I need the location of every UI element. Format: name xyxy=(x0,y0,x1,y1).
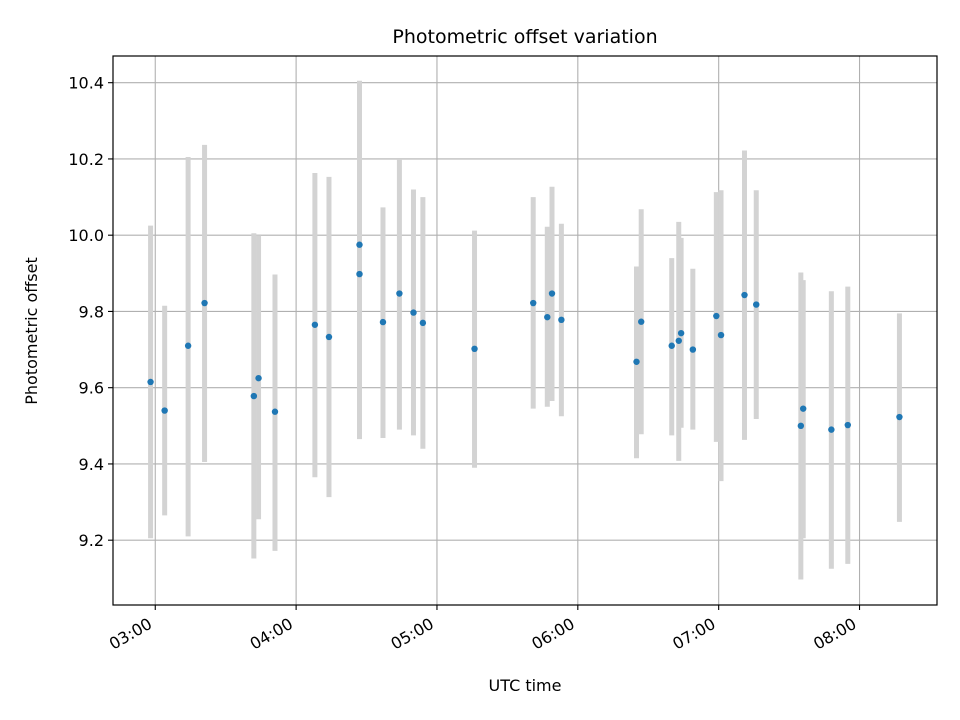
data-point xyxy=(675,337,682,344)
data-point xyxy=(797,422,805,430)
data-point xyxy=(250,392,258,400)
y-tick-label: 9.6 xyxy=(79,379,104,398)
y-tick-label: 9.2 xyxy=(79,531,104,550)
data-point xyxy=(161,407,168,414)
data-point xyxy=(379,318,387,326)
data-point xyxy=(633,358,640,365)
data-point xyxy=(396,290,403,297)
data-point xyxy=(410,309,417,316)
y-tick-label: 9.8 xyxy=(79,302,104,321)
data-point xyxy=(717,331,725,339)
data-point xyxy=(741,291,748,299)
data-point xyxy=(828,426,835,433)
data-point xyxy=(753,301,760,308)
data-point xyxy=(548,290,556,297)
data-point xyxy=(530,299,537,307)
y-axis-ticks: 9.2 9.4 9.6 9.8 10.0 10.2 10.4 xyxy=(68,74,113,550)
data-point xyxy=(896,413,903,421)
data-point xyxy=(201,299,208,307)
data-point xyxy=(844,421,851,429)
data-point xyxy=(638,318,645,325)
plot-area-frame xyxy=(112,55,938,606)
data-point xyxy=(311,321,319,328)
y-axis-title: Photometric offset xyxy=(22,257,41,405)
data-point xyxy=(419,319,427,327)
y-tick-label: 9.4 xyxy=(79,455,104,474)
data-point xyxy=(799,405,807,412)
chart-title: Photometric offset variation xyxy=(392,26,657,48)
data-point xyxy=(271,408,279,415)
data-point xyxy=(558,316,565,324)
data-point xyxy=(255,374,262,382)
data-point xyxy=(668,342,675,349)
data-point xyxy=(689,346,697,353)
y-tick-label: 10.0 xyxy=(68,226,104,245)
data-point xyxy=(184,342,192,349)
data-point xyxy=(471,345,478,352)
data-point xyxy=(147,378,154,386)
y-tick-label: 10.4 xyxy=(68,74,104,93)
data-point xyxy=(677,329,685,337)
y-tick-label: 10.2 xyxy=(68,150,104,169)
data-point xyxy=(544,313,551,321)
x-axis-title: UTC time xyxy=(489,676,562,695)
data-point xyxy=(713,312,720,320)
data-point xyxy=(356,270,363,278)
data-point xyxy=(325,333,333,341)
data-points xyxy=(147,241,903,433)
data-point xyxy=(356,241,363,248)
